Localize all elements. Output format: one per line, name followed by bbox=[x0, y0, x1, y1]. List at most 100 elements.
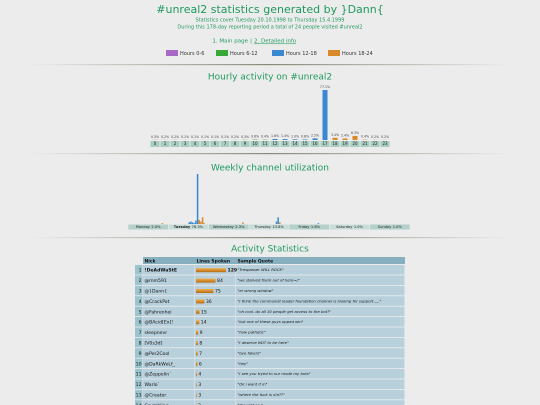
hour-cell bbox=[270, 141, 280, 147]
legend-swatch bbox=[166, 50, 178, 56]
table-cell bbox=[236, 296, 405, 306]
day-name: Thursday bbox=[253, 225, 272, 229]
value-label: 6.3% bbox=[351, 131, 359, 135]
rank: 9 bbox=[139, 351, 142, 357]
nick: @DaRkWoLf_ bbox=[145, 361, 176, 367]
day-name: Saturday bbox=[336, 225, 353, 229]
value-label: 0.2% bbox=[371, 135, 379, 139]
bar bbox=[203, 223, 206, 224]
hour-cell bbox=[360, 141, 370, 147]
table-header-cell bbox=[236, 257, 405, 264]
x-tick-label: 6 bbox=[214, 141, 217, 146]
nick: sleepnevr bbox=[145, 330, 168, 336]
nick: !DeAdWaStE bbox=[145, 268, 178, 274]
nick: Grumbling bbox=[145, 403, 169, 405]
quote: "I deserve NOT to be here" bbox=[238, 340, 289, 345]
day-cell bbox=[128, 224, 168, 230]
quote: "oh cool. do all 10 people get access to… bbox=[238, 309, 332, 314]
bar bbox=[312, 138, 318, 140]
table-cell bbox=[236, 275, 405, 285]
lines-count: 36 bbox=[206, 299, 212, 305]
lines-bar bbox=[196, 320, 200, 325]
nav-link[interactable]: 1. Main page bbox=[212, 39, 248, 45]
rank-cell bbox=[135, 400, 143, 405]
table-cell bbox=[195, 327, 236, 337]
legend-label: Hours 12-18 bbox=[286, 51, 317, 57]
hour-cell bbox=[320, 141, 330, 147]
lines-count: 129 bbox=[228, 268, 238, 274]
nick: [V0s3d] bbox=[145, 341, 163, 347]
hour-cell bbox=[220, 141, 230, 147]
lines-count: 2 bbox=[198, 403, 201, 405]
value-label: 77.1% bbox=[320, 85, 330, 89]
table-cell bbox=[236, 337, 405, 348]
lines-bar bbox=[196, 278, 216, 283]
chart-title: Hourly activity on #unreal2 bbox=[208, 73, 332, 83]
bar bbox=[198, 219, 201, 224]
quote: "er wrong window" bbox=[238, 288, 274, 293]
table-cell bbox=[195, 379, 236, 389]
lines-bar bbox=[196, 299, 205, 304]
hour-cell bbox=[210, 141, 220, 147]
table-cell bbox=[236, 379, 405, 389]
lines-bar bbox=[196, 372, 197, 377]
bar bbox=[317, 223, 320, 224]
legend-swatch bbox=[328, 50, 340, 56]
hour-cell bbox=[290, 141, 300, 147]
hour-cell bbox=[180, 141, 190, 147]
x-tick-label: 5 bbox=[204, 141, 207, 146]
bar bbox=[282, 139, 288, 140]
x-tick-label: 21 bbox=[362, 141, 368, 146]
day-label: Monday 2.0% bbox=[136, 225, 161, 229]
day-label: Tuesday 78.3% bbox=[174, 225, 204, 229]
period: Statistics cover Tuesday 20.10.1998 to T… bbox=[196, 18, 345, 24]
x-tick-label: 16 bbox=[312, 141, 318, 146]
bar bbox=[342, 138, 348, 140]
table-cell bbox=[143, 327, 195, 337]
hour-cell bbox=[170, 141, 180, 147]
rank-cell bbox=[135, 296, 143, 306]
divider bbox=[30, 153, 510, 155]
value-label: 0.1% bbox=[211, 135, 219, 139]
table-cell bbox=[143, 265, 195, 275]
table-cell bbox=[195, 389, 236, 400]
x-tick-label: 14 bbox=[292, 141, 298, 146]
lines-bar bbox=[196, 393, 197, 397]
divider bbox=[30, 237, 510, 239]
value-label: 0.1% bbox=[181, 135, 189, 139]
bar bbox=[242, 222, 244, 224]
day-percent: 1.0% bbox=[393, 225, 403, 229]
day-cell bbox=[168, 224, 209, 230]
table-cell bbox=[236, 348, 405, 358]
hour-cell bbox=[160, 141, 170, 147]
day-cell bbox=[289, 224, 330, 230]
day-label: Saturday 1.0% bbox=[336, 225, 363, 229]
bar bbox=[279, 222, 281, 224]
day-name: Monday bbox=[136, 225, 151, 229]
table-cell bbox=[236, 389, 405, 400]
table-cell bbox=[143, 285, 195, 296]
table-cell bbox=[236, 285, 405, 296]
rank: 7 bbox=[139, 330, 142, 336]
nick: @CrackPot bbox=[145, 299, 170, 305]
lines-bar bbox=[196, 330, 199, 335]
rank: 4 bbox=[139, 299, 142, 305]
x-tick-label: 3 bbox=[184, 141, 187, 146]
rank-cell bbox=[135, 389, 143, 400]
hour-cell bbox=[260, 141, 270, 147]
rank-cell bbox=[135, 348, 143, 358]
page-title: #unreal2 statistics generated by }Dann{ bbox=[156, 3, 383, 16]
x-tick-label: 20 bbox=[352, 141, 358, 146]
bar bbox=[195, 220, 197, 224]
nav-separator: | bbox=[250, 39, 252, 45]
quote: "Ok i want it in" bbox=[238, 382, 268, 387]
rank: 11 bbox=[136, 372, 142, 378]
quote: "how pathetic" bbox=[238, 330, 266, 335]
lines-bar bbox=[196, 382, 197, 387]
table-cell bbox=[195, 369, 236, 379]
bar bbox=[332, 137, 338, 140]
hour-cell bbox=[340, 141, 350, 147]
hour-cell bbox=[150, 141, 160, 147]
x-tick-label: 17 bbox=[322, 141, 328, 146]
nav-link[interactable]: 2. Detailed info bbox=[254, 39, 297, 45]
